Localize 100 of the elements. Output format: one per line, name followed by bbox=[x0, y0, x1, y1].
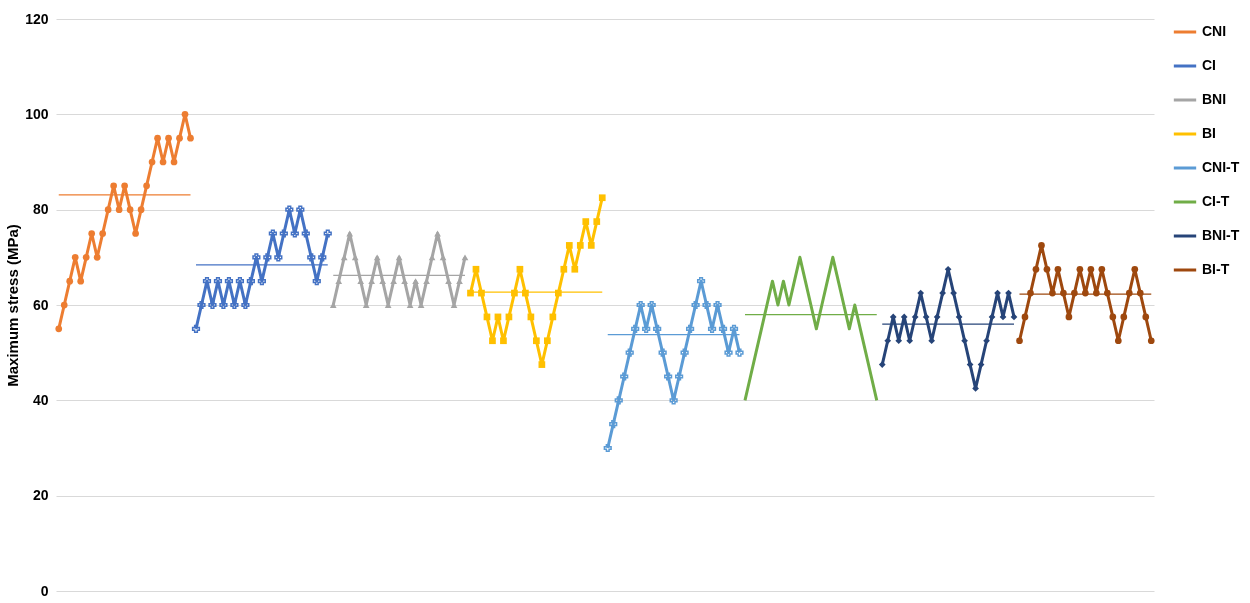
point bbox=[636, 300, 645, 310]
point bbox=[390, 278, 397, 285]
y-tick-label: 20 bbox=[32, 487, 49, 504]
point bbox=[516, 265, 524, 273]
point bbox=[318, 253, 327, 262]
point bbox=[489, 337, 496, 345]
point bbox=[1103, 289, 1111, 297]
point bbox=[461, 254, 469, 261]
point bbox=[137, 206, 145, 214]
point bbox=[1032, 265, 1040, 273]
point bbox=[263, 253, 272, 262]
y-tick-label: 60 bbox=[32, 296, 49, 313]
point bbox=[1131, 265, 1139, 273]
point bbox=[587, 242, 595, 249]
point bbox=[961, 337, 968, 345]
legend-label: CI bbox=[1202, 57, 1216, 73]
point bbox=[379, 278, 387, 285]
point bbox=[950, 289, 957, 297]
point bbox=[878, 361, 886, 368]
point bbox=[658, 348, 667, 357]
point bbox=[202, 277, 212, 286]
point bbox=[1136, 289, 1144, 297]
point bbox=[593, 218, 601, 225]
point bbox=[301, 229, 310, 238]
legend-label: CI-T bbox=[1202, 193, 1230, 209]
point bbox=[675, 372, 684, 381]
point bbox=[1010, 313, 1018, 321]
point bbox=[312, 277, 321, 286]
point bbox=[71, 253, 79, 261]
point bbox=[176, 134, 183, 142]
point bbox=[279, 229, 288, 238]
point bbox=[691, 300, 700, 310]
point bbox=[1071, 289, 1078, 297]
point bbox=[213, 277, 223, 286]
point bbox=[598, 194, 606, 202]
point bbox=[1060, 289, 1067, 297]
point bbox=[219, 300, 228, 310]
point bbox=[115, 206, 123, 214]
point bbox=[603, 443, 612, 453]
point bbox=[1038, 242, 1045, 249]
point bbox=[60, 301, 68, 309]
point bbox=[565, 242, 573, 249]
point bbox=[445, 278, 452, 285]
y-tick-label: 0 bbox=[40, 582, 49, 599]
point bbox=[631, 324, 640, 333]
point bbox=[653, 324, 662, 333]
point bbox=[246, 277, 255, 286]
point bbox=[1142, 313, 1150, 321]
point bbox=[274, 253, 283, 262]
point bbox=[467, 289, 474, 297]
y-tick-label: 100 bbox=[25, 105, 49, 122]
point bbox=[1076, 265, 1084, 273]
point bbox=[307, 253, 316, 262]
point bbox=[718, 324, 728, 333]
point bbox=[412, 278, 419, 285]
point bbox=[500, 337, 507, 345]
point bbox=[707, 324, 717, 333]
point bbox=[110, 182, 117, 190]
point bbox=[252, 253, 261, 262]
point bbox=[544, 337, 551, 345]
point bbox=[82, 253, 90, 261]
point bbox=[1093, 289, 1100, 297]
point bbox=[664, 372, 673, 381]
point bbox=[159, 158, 167, 166]
point bbox=[323, 229, 332, 238]
point bbox=[187, 134, 194, 142]
point bbox=[104, 206, 112, 214]
point bbox=[1016, 337, 1023, 345]
point bbox=[647, 300, 656, 310]
point bbox=[148, 158, 156, 166]
legend-label: BNI bbox=[1202, 91, 1227, 107]
point bbox=[66, 277, 74, 285]
point bbox=[1098, 265, 1106, 273]
point bbox=[571, 265, 579, 273]
legend-label: CNI bbox=[1202, 23, 1227, 39]
point bbox=[296, 205, 305, 214]
point bbox=[972, 385, 979, 392]
legend-label: BI-T bbox=[1202, 261, 1230, 277]
point bbox=[642, 324, 651, 333]
point bbox=[696, 277, 706, 286]
point bbox=[922, 313, 930, 321]
point bbox=[170, 158, 178, 166]
point bbox=[93, 253, 101, 261]
point bbox=[669, 396, 678, 405]
point bbox=[132, 230, 139, 237]
point bbox=[609, 420, 618, 429]
point bbox=[154, 134, 161, 142]
point bbox=[230, 300, 239, 310]
point bbox=[1043, 265, 1051, 273]
point bbox=[724, 348, 733, 357]
point bbox=[197, 300, 206, 310]
point bbox=[939, 289, 946, 297]
point bbox=[729, 324, 739, 333]
point bbox=[285, 205, 294, 214]
point bbox=[884, 337, 892, 345]
point bbox=[983, 337, 990, 345]
point bbox=[241, 300, 250, 310]
point bbox=[576, 242, 584, 249]
point bbox=[713, 300, 722, 310]
point bbox=[268, 229, 277, 238]
